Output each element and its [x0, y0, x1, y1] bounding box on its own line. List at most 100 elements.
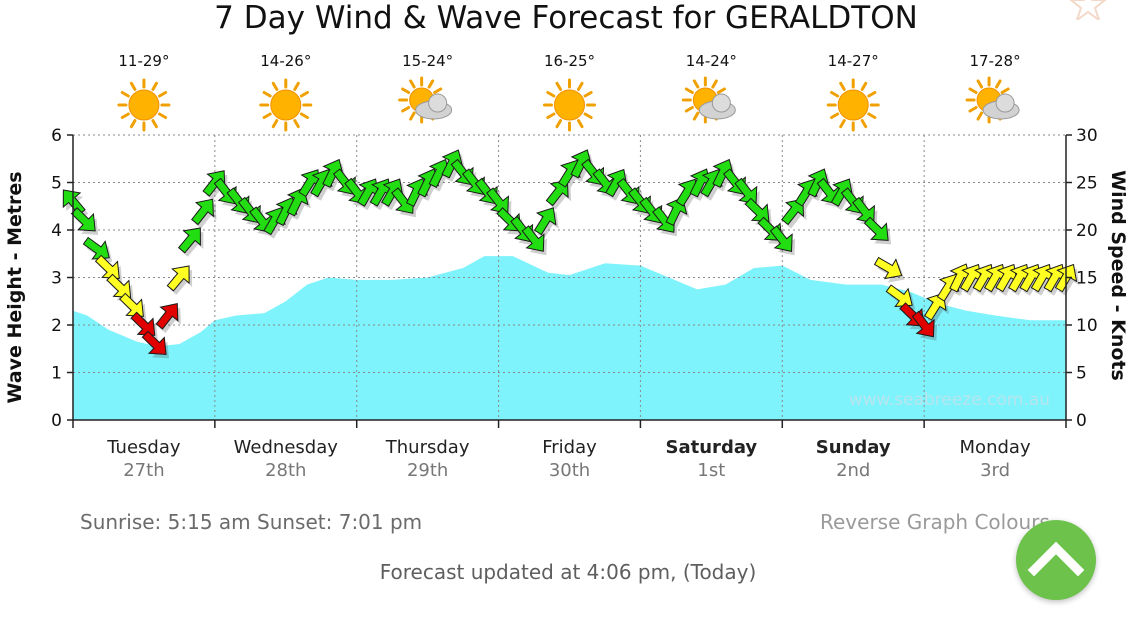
- sun-ray: [976, 79, 984, 89]
- wind-arrow: [70, 207, 96, 232]
- sun-ray: [1000, 87, 1010, 94]
- day-label: Thursday: [385, 437, 470, 458]
- reverse-graph-colours-link[interactable]: Reverse Graph Colours: [820, 510, 1050, 534]
- temp-range-label: 14-24°: [686, 52, 737, 70]
- sun-ray: [151, 119, 158, 129]
- sun-ray: [409, 111, 416, 121]
- sun-ray: [151, 81, 158, 91]
- sun-ray: [158, 112, 168, 119]
- grid-lines: [73, 134, 1066, 420]
- temp-range-label: 17-28°: [970, 52, 1021, 70]
- wind-arrow: [911, 310, 935, 338]
- y-tick-label-right: 0: [1076, 411, 1087, 431]
- sunrise-sunset-text: Sunrise: 5:15 am Sunset: 7:01 pm: [80, 510, 423, 534]
- sun-ray: [401, 106, 411, 113]
- sun-ray: [692, 79, 700, 89]
- sun-ray: [401, 87, 411, 94]
- favorite-star-icon[interactable]: [1068, 0, 1108, 24]
- sun-ray: [577, 81, 584, 91]
- sun-ray: [120, 112, 130, 119]
- cloud-puff: [428, 93, 448, 113]
- wind-arrow: [119, 292, 144, 317]
- sun-disc: [128, 89, 160, 121]
- sun-ray: [158, 91, 168, 98]
- sun-ray: [867, 112, 877, 119]
- sun-ray: [830, 112, 840, 119]
- wind-arrow: [923, 292, 947, 321]
- y-axis-label-right: Wind Speed - Knots: [1107, 170, 1129, 381]
- y-tick-label-left: 4: [51, 221, 62, 241]
- sun-ray: [546, 91, 556, 98]
- sun-ray: [271, 119, 279, 129]
- wind-arrows: [62, 149, 1080, 359]
- sunny-icon: [826, 78, 880, 132]
- wind-arrow: [744, 197, 770, 222]
- y-tick-label-left: 3: [51, 269, 62, 289]
- wind-arrow: [141, 330, 167, 355]
- sun-ray: [692, 111, 700, 121]
- partly-cloudy-icon: [398, 76, 453, 124]
- wind-arrow: [769, 225, 793, 252]
- sun-ray: [409, 79, 416, 89]
- temp-range-label: 14-27°: [828, 52, 879, 70]
- wind-arrow: [533, 207, 557, 236]
- wind-arrow: [94, 254, 120, 279]
- wind-arrow: [885, 284, 913, 308]
- sun-disc: [837, 89, 869, 121]
- y-tick-label-left: 0: [51, 411, 62, 431]
- temp-range-label: 15-24°: [402, 52, 453, 70]
- sun-ray: [839, 81, 846, 91]
- date-label: 29th: [407, 460, 448, 481]
- sun-ray: [299, 91, 309, 98]
- sun-ray: [716, 87, 726, 94]
- temp-range-label: 16-25°: [544, 52, 595, 70]
- sun-ray: [583, 112, 593, 119]
- y-axis-label-left: Wave Height - Metres: [4, 171, 26, 403]
- chevron-up-icon: [1027, 541, 1085, 577]
- sun-ray: [711, 79, 718, 89]
- scroll-to-top-button[interactable]: [1016, 520, 1096, 600]
- sun-ray: [583, 91, 593, 98]
- y-tick-label-right: 15: [1076, 269, 1098, 289]
- y-tick-label-left: 6: [51, 126, 62, 146]
- date-label: 2nd: [836, 460, 870, 481]
- forecast-updated-text: Forecast updated at 4:06 pm, (Today): [379, 560, 757, 584]
- sun-ray: [293, 81, 300, 91]
- cloud-puff: [711, 93, 731, 113]
- partly-cloudy-icon: [681, 76, 736, 124]
- sun-ray: [129, 81, 137, 91]
- sun-ray: [433, 87, 443, 94]
- sunny-icon: [543, 78, 596, 132]
- sun-ray: [968, 106, 978, 113]
- sun-ray: [129, 119, 137, 129]
- day-label: Sunday: [816, 437, 891, 458]
- sun-ray: [546, 112, 556, 119]
- sun-ray: [684, 106, 694, 113]
- wind-arrow: [734, 177, 758, 205]
- y-tick-label-right: 20: [1076, 221, 1098, 241]
- wind-arrow: [521, 225, 545, 252]
- y-tick-label-right: 10: [1076, 316, 1098, 336]
- y-tick-label-left: 1: [51, 364, 62, 384]
- wind-arrow: [863, 216, 889, 241]
- day-label: Saturday: [666, 437, 758, 458]
- chart-title: 7 Day Wind & Wave Forecast for GERALDTON: [214, 0, 918, 36]
- temp-range-label: 11-29°: [118, 52, 169, 70]
- partly-cloudy-icon: [965, 76, 1020, 124]
- sun-ray: [830, 91, 840, 98]
- sun-ray: [976, 111, 984, 121]
- wind-arrow: [191, 198, 214, 226]
- day-label: Wednesday: [234, 437, 339, 458]
- sun-disc: [270, 89, 302, 121]
- y-tick-label-right: 30: [1076, 126, 1098, 146]
- day-label: Friday: [542, 437, 597, 458]
- wind-arrow: [486, 187, 509, 214]
- date-label: 28th: [265, 460, 306, 481]
- sun-ray: [577, 119, 584, 129]
- wind-arrow: [545, 179, 569, 207]
- wind-arrow: [130, 311, 156, 336]
- cloud-puff: [995, 93, 1015, 113]
- watermark-text: www.seabreeze.com.au: [849, 390, 1050, 410]
- sun-ray: [262, 112, 272, 119]
